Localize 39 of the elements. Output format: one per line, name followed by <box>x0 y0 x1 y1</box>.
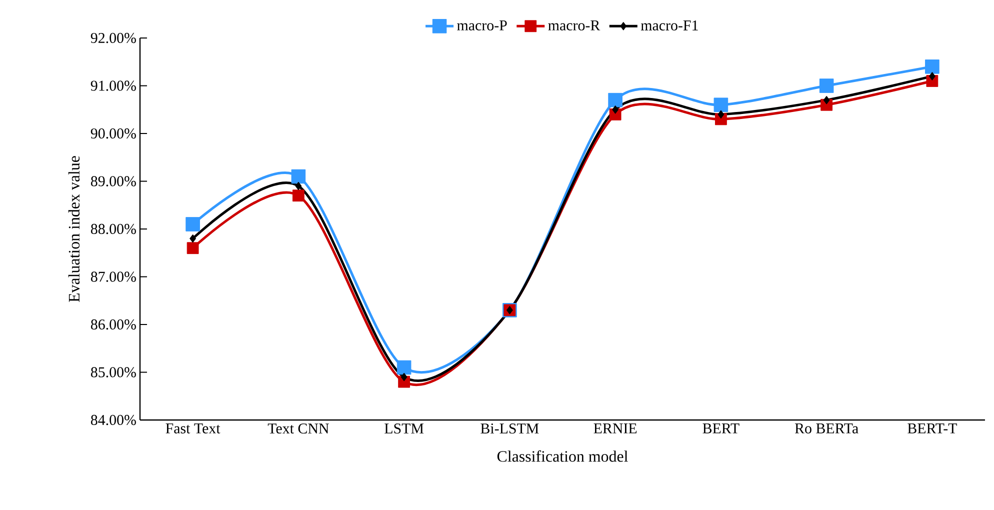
point <box>292 190 304 202</box>
point <box>823 96 830 104</box>
x-tick-label: Bi-LSTM <box>480 424 539 434</box>
x-tick-label: ERNIE <box>594 424 637 434</box>
x-axis-title: Classification model <box>497 450 628 462</box>
point <box>612 105 619 114</box>
legend-label: macro-F1 <box>640 20 698 30</box>
point <box>608 92 622 108</box>
x-tick-label: BERT-T <box>908 424 957 434</box>
point <box>186 217 200 232</box>
point <box>714 98 728 112</box>
y-tick-label: 89.00% <box>90 176 136 186</box>
x-tick-label: BERT <box>702 424 740 434</box>
y-tick-label: 90.00% <box>90 128 136 139</box>
y-tick-label: 92.00% <box>90 32 136 44</box>
legend-label: macro-R <box>548 20 600 30</box>
point <box>291 169 306 184</box>
point <box>718 110 724 119</box>
y-tick-label: 88.00% <box>90 224 136 234</box>
y-axis-title: Evaluation index value <box>68 156 80 302</box>
y-tick-label: 85.00% <box>90 367 136 378</box>
y-tick-label: 86.00% <box>90 319 136 330</box>
y-tick-label: 84.00% <box>90 414 136 426</box>
point <box>190 234 196 243</box>
y-tick-label: 91.00% <box>90 80 136 91</box>
point <box>295 182 302 190</box>
point <box>186 242 199 254</box>
point <box>928 72 936 80</box>
point <box>819 78 834 93</box>
x-tick-label: Ro BERTa <box>794 424 858 434</box>
point <box>396 360 412 375</box>
legend-label: macro-P <box>457 20 507 30</box>
point <box>506 306 513 314</box>
point <box>400 372 408 382</box>
x-tick-label: Fast Text <box>166 424 220 434</box>
x-tick-label: LSTM <box>384 424 424 434</box>
y-tick-label: 87.00% <box>90 272 136 282</box>
x-tick-label: Text CNN <box>268 424 329 434</box>
point <box>925 60 940 74</box>
